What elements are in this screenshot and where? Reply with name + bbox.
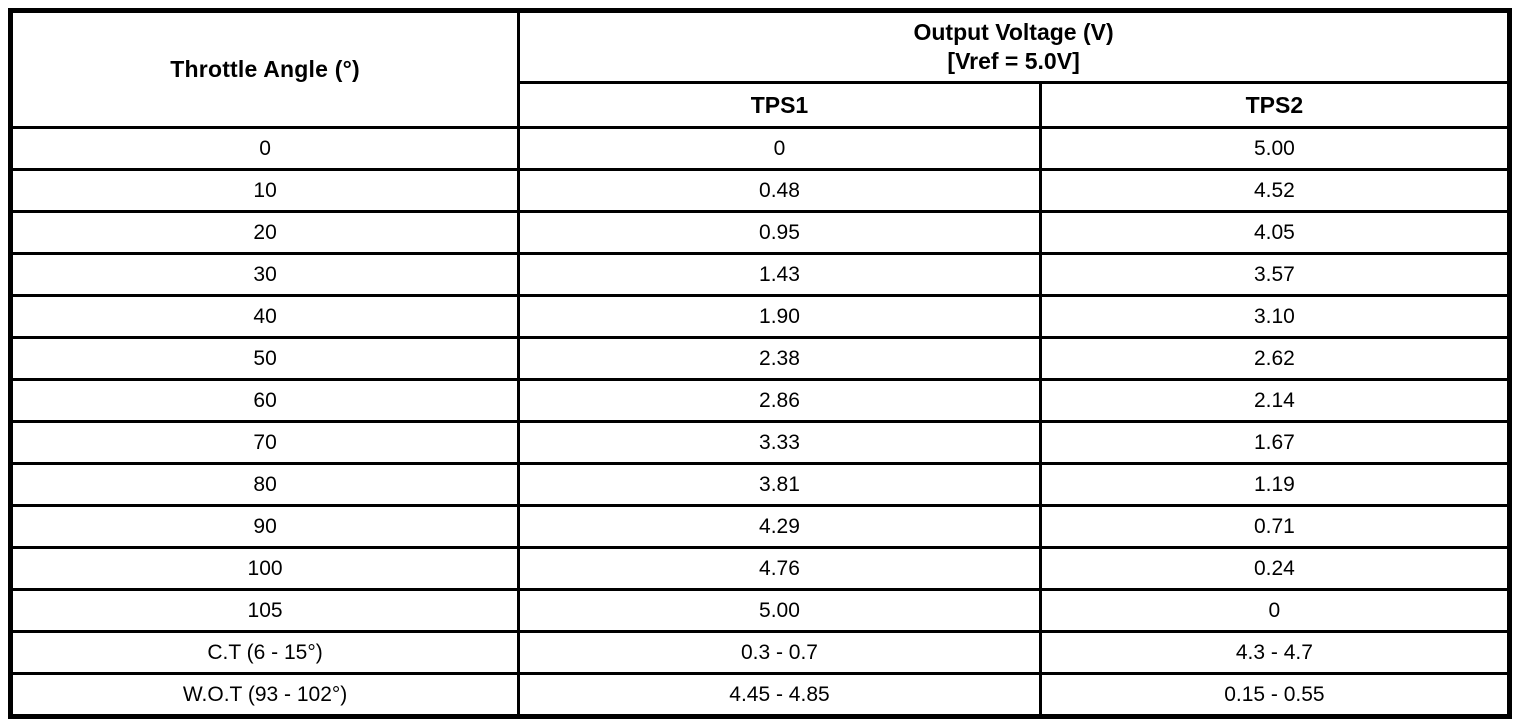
- tps2-cell: 2.14: [1038, 378, 1512, 423]
- tps1-cell: 4.29: [517, 504, 1042, 549]
- tps1-cell: 4.45 - 4.85: [517, 672, 1042, 718]
- angle-cell: 20: [8, 210, 521, 255]
- angle-cell: 50: [8, 336, 521, 381]
- tps2-cell: 0.15 - 0.55: [1038, 672, 1512, 718]
- tps1-cell: 3.33: [517, 420, 1042, 465]
- column-header-tps2: TPS2: [1038, 81, 1512, 129]
- header-row-sub: TPS1 TPS2: [11, 81, 1512, 129]
- tps2-cell: 0.71: [1038, 504, 1512, 549]
- angle-cell: 100: [8, 546, 521, 591]
- column-header-tps1: TPS1: [517, 81, 1042, 129]
- tps1-cell: 3.81: [517, 462, 1042, 507]
- angle-cell: C.T (6 - 15°): [8, 630, 521, 675]
- table-row: 100 4.76 0.24: [8, 546, 1512, 591]
- table-row: 60 2.86 2.14: [8, 378, 1512, 423]
- tps1-cell: 0.48: [517, 168, 1042, 213]
- angle-cell: 30: [8, 252, 521, 297]
- tps1-cell: 5.00: [517, 588, 1042, 633]
- table-row: 80 3.81 1.19: [8, 462, 1512, 507]
- output-voltage-vref: [Vref = 5.0V]: [947, 48, 1080, 74]
- column-header-throttle-angle: Throttle Angle (°): [8, 9, 521, 129]
- angle-cell: 80: [8, 462, 521, 507]
- angle-cell: 60: [8, 378, 521, 423]
- tps1-cell: 0: [517, 126, 1042, 171]
- table-row: 20 0.95 4.05: [8, 210, 1512, 255]
- table-row: 70 3.33 1.67: [8, 420, 1512, 465]
- table-row: C.T (6 - 15°) 0.3 - 0.7 4.3 - 4.7: [8, 630, 1512, 675]
- throttle-voltage-table: Throttle Angle (°) Output Voltage (V) [V…: [8, 8, 1512, 719]
- angle-cell: 0: [8, 126, 521, 171]
- angle-cell: 105: [8, 588, 521, 633]
- tps2-cell: 3.57: [1038, 252, 1512, 297]
- tps1-cell: 0.95: [517, 210, 1042, 255]
- table-row: 0 0 5.00: [8, 126, 1512, 171]
- angle-cell: W.O.T (93 - 102°): [8, 672, 521, 718]
- table-row: 105 5.00 0: [8, 588, 1512, 633]
- tps2-cell: 1.67: [1038, 420, 1512, 465]
- tps1-cell: 1.43: [517, 252, 1042, 297]
- angle-cell: 40: [8, 294, 521, 339]
- tps2-cell: 0.24: [1038, 546, 1512, 591]
- header-row-main: Throttle Angle (°) Output Voltage (V) [V…: [8, 9, 1511, 129]
- tps2-cell: 1.19: [1038, 462, 1512, 507]
- table-row: 90 4.29 0.71: [8, 504, 1512, 549]
- tps2-cell: 4.3 - 4.7: [1038, 630, 1512, 675]
- tps2-cell: 4.52: [1038, 168, 1512, 213]
- tps2-cell: 4.05: [1038, 210, 1512, 255]
- tps2-cell: 2.62: [1038, 336, 1512, 381]
- tps1-cell: 1.90: [517, 294, 1042, 339]
- tps1-cell: 2.38: [517, 336, 1042, 381]
- tps2-cell: 5.00: [1038, 126, 1512, 171]
- table-row: 10 0.48 4.52: [8, 168, 1512, 213]
- table-row: 50 2.38 2.62: [8, 336, 1512, 381]
- output-voltage-title: Output Voltage (V): [913, 19, 1114, 46]
- table-row: W.O.T (93 - 102°) 4.45 - 4.85 0.15 - 0.5…: [8, 672, 1512, 718]
- tps2-cell: 0: [1038, 588, 1512, 633]
- angle-cell: 10: [8, 168, 521, 213]
- angle-cell: 90: [8, 504, 521, 549]
- table-row: 30 1.43 3.57: [8, 252, 1512, 297]
- angle-cell: 70: [8, 420, 521, 465]
- tps2-cell: 3.10: [1038, 294, 1512, 339]
- column-header-output-voltage: Output Voltage (V) [Vref = 5.0V]: [517, 9, 1511, 84]
- tps1-cell: 2.86: [517, 378, 1042, 423]
- tps1-cell: 4.76: [517, 546, 1042, 591]
- tps1-cell: 0.3 - 0.7: [517, 630, 1042, 675]
- table-row: 40 1.90 3.10: [8, 294, 1512, 339]
